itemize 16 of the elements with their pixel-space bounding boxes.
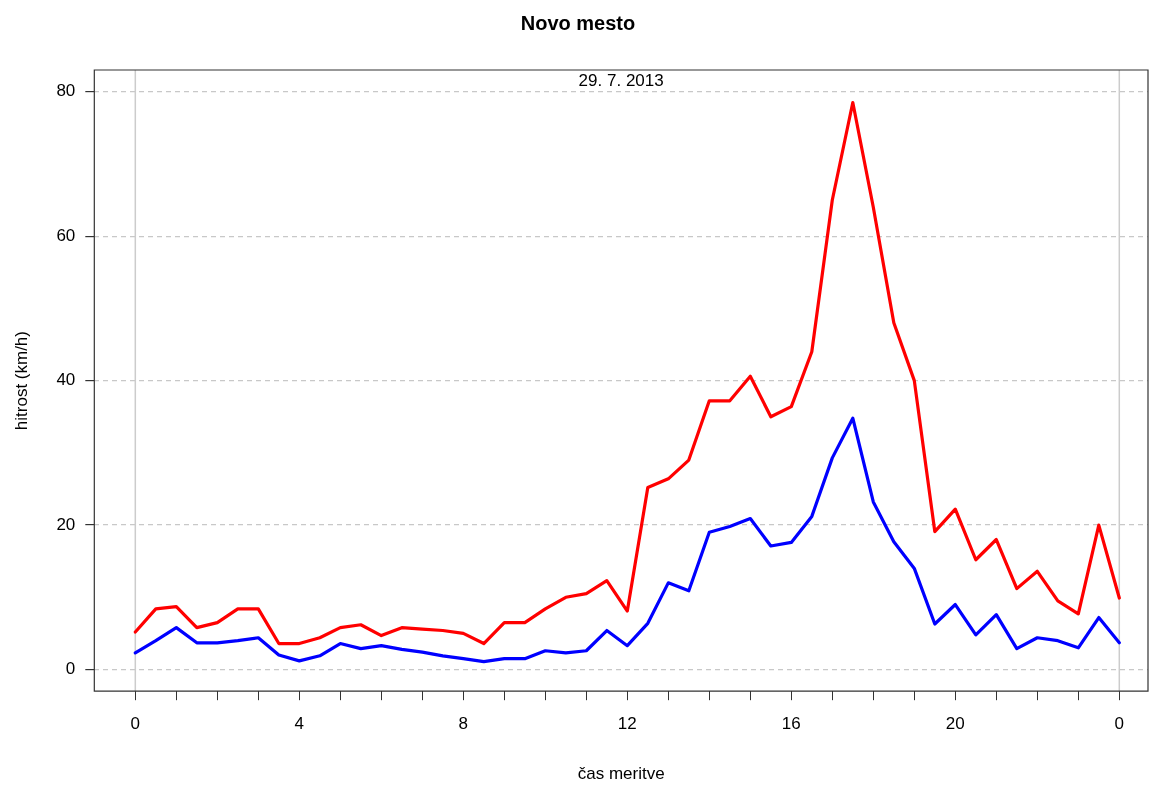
chart-title: Novo mesto (520, 11, 636, 34)
x-axis-title: čas meritve (577, 764, 665, 784)
x-tick-label: 0 (130, 714, 141, 734)
y-tick-label: 60 (56, 225, 76, 245)
x-tick-label: 20 (945, 714, 965, 734)
y-axis-title: hitrost (km/h) (11, 331, 31, 431)
y-tick-label: 0 (65, 659, 76, 679)
x-tick-label: 16 (781, 714, 801, 734)
x-tick-label: 12 (617, 714, 637, 734)
x-tick-label: 8 (458, 714, 469, 734)
annotation: 29. 7. 2013 (578, 71, 664, 91)
x-tick-label: 0 (1114, 714, 1125, 734)
y-tick-label: 40 (56, 370, 76, 390)
y-tick-label: 80 (56, 81, 76, 101)
y-tick-label: 20 (56, 514, 76, 534)
x-tick-label: 4 (294, 714, 305, 734)
